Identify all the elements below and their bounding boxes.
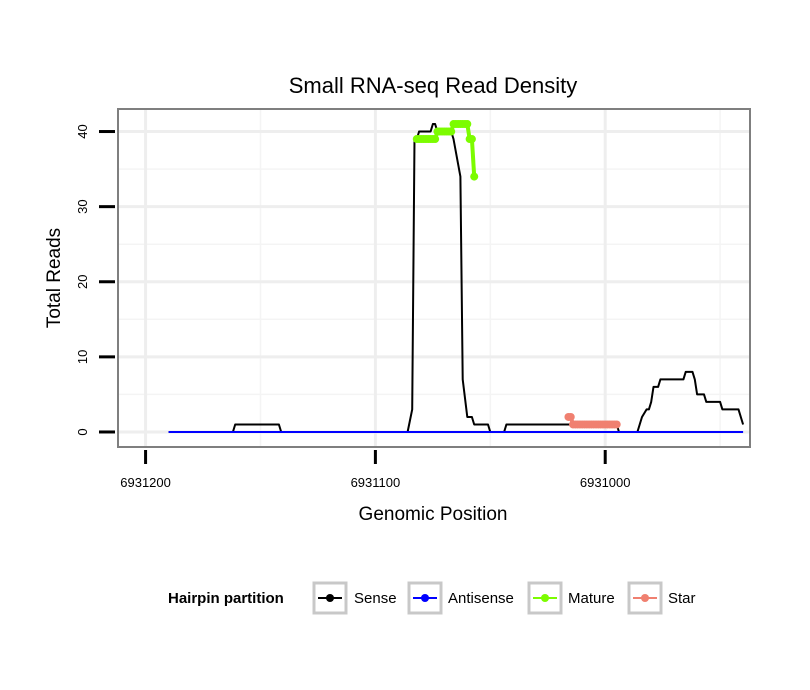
y-tick-label: 0: [75, 428, 90, 435]
legend-title: Hairpin partition: [168, 590, 284, 607]
x-tick-label: 6931000: [580, 475, 631, 490]
legend-key-point: [326, 594, 334, 602]
mature-point: [470, 172, 479, 181]
mature-point: [447, 127, 456, 136]
legend-key-point: [641, 594, 649, 602]
chart-title: Small RNA-seq Read Density: [289, 73, 578, 98]
legend-key-point: [541, 594, 549, 602]
y-tick-label: 40: [75, 124, 90, 138]
x-tick-label: 6931100: [351, 475, 401, 490]
mature-point: [431, 135, 440, 144]
y-tick-label: 10: [75, 350, 90, 364]
sense-line: [168, 123, 745, 433]
mature-segment: [469, 138, 477, 177]
plot-panel: [118, 109, 750, 447]
y-tick-label: 20: [75, 275, 90, 289]
legend-label-mature: Mature: [568, 590, 615, 607]
legend-item-antisense: Antisense: [407, 581, 514, 615]
series-sense: [168, 123, 745, 433]
legend-item-sense: Sense: [312, 581, 397, 615]
legend-label-star: Star: [668, 590, 696, 607]
y-axis-title: Total Reads: [44, 228, 65, 328]
mature-point: [467, 135, 476, 144]
y-tick-label: 30: [75, 199, 90, 213]
plot-panel-border: [117, 108, 751, 448]
series-mature: [412, 120, 479, 181]
star-point: [612, 420, 621, 429]
legend: Hairpin partition Sense Antisense Mature St…: [168, 581, 696, 615]
legend-label-antisense: Antisense: [448, 590, 514, 607]
legend-label-sense: Sense: [354, 590, 397, 607]
axes: 6931200 6931100 6931000 0 10 20 30 40: [75, 124, 631, 490]
star-point: [566, 412, 575, 421]
x-axis-title: Genomic Position: [359, 504, 508, 525]
series-star: [564, 412, 621, 429]
legend-item-mature: Mature: [527, 581, 615, 615]
x-tick-label: 6931200: [120, 475, 171, 490]
series-layer: [168, 120, 745, 433]
legend-key-point: [421, 594, 429, 602]
legend-item-star: Star: [627, 581, 696, 615]
mature-point: [463, 120, 472, 129]
